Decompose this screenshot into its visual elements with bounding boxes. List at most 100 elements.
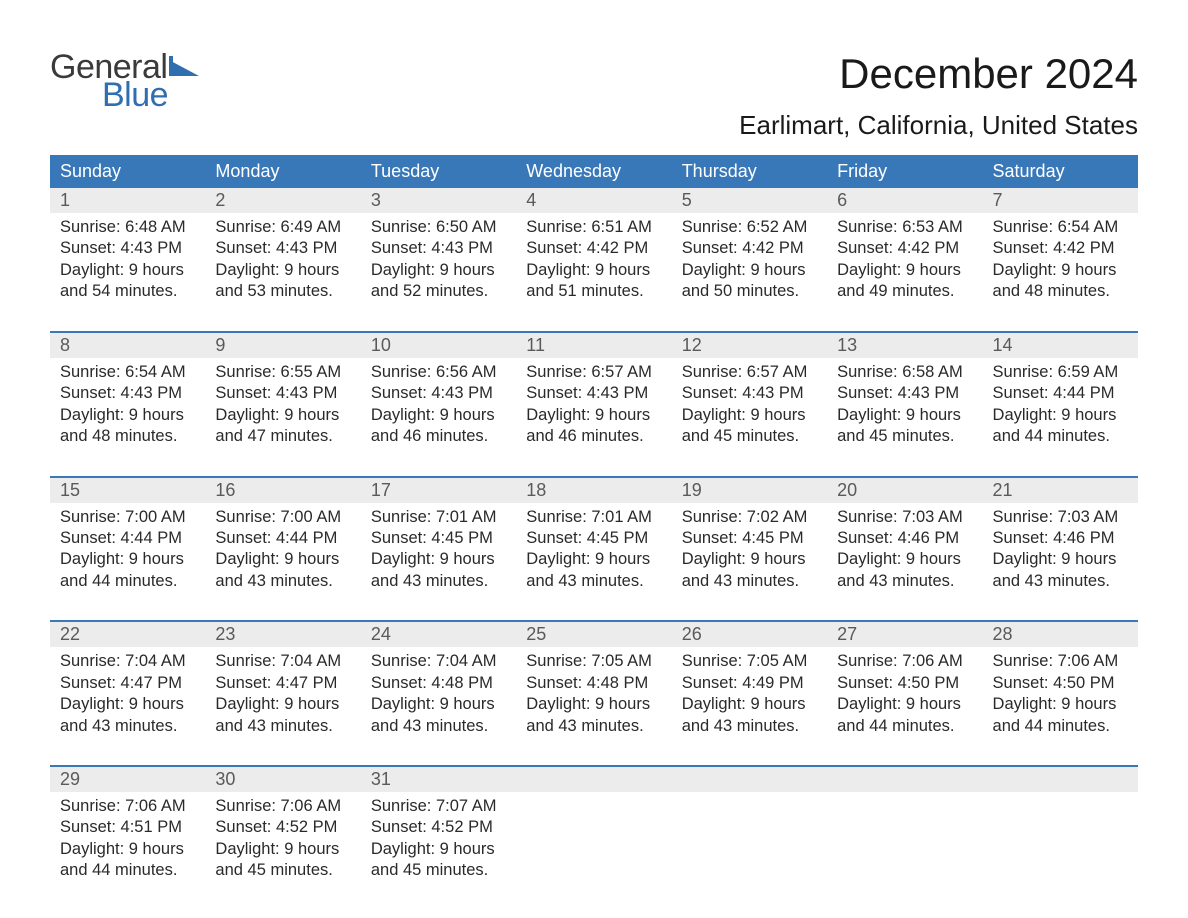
day-details bbox=[516, 792, 671, 882]
sunset-text: Sunset: 4:43 PM bbox=[371, 238, 506, 259]
day-details: Sunrise: 7:06 AMSunset: 4:51 PMDaylight:… bbox=[50, 792, 205, 882]
day-details: Sunrise: 7:06 AMSunset: 4:50 PMDaylight:… bbox=[983, 647, 1138, 737]
weekday-thursday: Thursday bbox=[672, 155, 827, 188]
sunset-text: Sunset: 4:42 PM bbox=[682, 238, 817, 259]
sunrise-text: Sunrise: 7:06 AM bbox=[837, 651, 972, 672]
daylight-text-1: Daylight: 9 hours bbox=[371, 839, 506, 860]
daylight-text-1: Daylight: 9 hours bbox=[993, 549, 1128, 570]
day-details: Sunrise: 6:54 AMSunset: 4:42 PMDaylight:… bbox=[983, 213, 1138, 303]
daylight-text-2: and 52 minutes. bbox=[371, 281, 506, 302]
daylight-text-2: and 45 minutes. bbox=[371, 860, 506, 881]
day-details-row: Sunrise: 7:00 AMSunset: 4:44 PMDaylight:… bbox=[50, 503, 1138, 621]
daylight-text-1: Daylight: 9 hours bbox=[993, 694, 1128, 715]
day-number: 17 bbox=[361, 478, 516, 503]
day-details: Sunrise: 6:53 AMSunset: 4:42 PMDaylight:… bbox=[827, 213, 982, 303]
sunrise-text: Sunrise: 6:54 AM bbox=[993, 217, 1128, 238]
daylight-text-2: and 46 minutes. bbox=[526, 426, 661, 447]
day-number: 29 bbox=[50, 767, 205, 792]
sunrise-text: Sunrise: 7:03 AM bbox=[993, 507, 1128, 528]
daylight-text-1: Daylight: 9 hours bbox=[526, 694, 661, 715]
day-details-row: Sunrise: 7:06 AMSunset: 4:51 PMDaylight:… bbox=[50, 792, 1138, 910]
daylight-text-2: and 43 minutes. bbox=[60, 716, 195, 737]
day-number-row: 891011121314 bbox=[50, 333, 1138, 358]
sunset-text: Sunset: 4:50 PM bbox=[993, 673, 1128, 694]
day-details: Sunrise: 7:06 AMSunset: 4:52 PMDaylight:… bbox=[205, 792, 360, 882]
sunset-text: Sunset: 4:42 PM bbox=[993, 238, 1128, 259]
daylight-text-1: Daylight: 9 hours bbox=[837, 549, 972, 570]
sunrise-text: Sunrise: 6:50 AM bbox=[371, 217, 506, 238]
day-details: Sunrise: 6:58 AMSunset: 4:43 PMDaylight:… bbox=[827, 358, 982, 448]
daylight-text-1: Daylight: 9 hours bbox=[60, 405, 195, 426]
daylight-text-2: and 44 minutes. bbox=[993, 716, 1128, 737]
daylight-text-2: and 43 minutes. bbox=[682, 571, 817, 592]
day-details-row: Sunrise: 7:04 AMSunset: 4:47 PMDaylight:… bbox=[50, 647, 1138, 765]
day-number: 18 bbox=[516, 478, 671, 503]
daylight-text-2: and 43 minutes. bbox=[371, 571, 506, 592]
day-details: Sunrise: 7:03 AMSunset: 4:46 PMDaylight:… bbox=[827, 503, 982, 593]
sunrise-text: Sunrise: 7:01 AM bbox=[371, 507, 506, 528]
sunrise-text: Sunrise: 7:02 AM bbox=[682, 507, 817, 528]
sunrise-text: Sunrise: 6:57 AM bbox=[682, 362, 817, 383]
day-details: Sunrise: 7:05 AMSunset: 4:48 PMDaylight:… bbox=[516, 647, 671, 737]
day-number: 25 bbox=[516, 622, 671, 647]
daylight-text-2: and 47 minutes. bbox=[215, 426, 350, 447]
daylight-text-1: Daylight: 9 hours bbox=[215, 839, 350, 860]
day-details-row: Sunrise: 6:54 AMSunset: 4:43 PMDaylight:… bbox=[50, 358, 1138, 476]
week-row: 15161718192021Sunrise: 7:00 AMSunset: 4:… bbox=[50, 476, 1138, 621]
daylight-text-2: and 43 minutes. bbox=[993, 571, 1128, 592]
sunrise-text: Sunrise: 6:51 AM bbox=[526, 217, 661, 238]
sunset-text: Sunset: 4:50 PM bbox=[837, 673, 972, 694]
daylight-text-2: and 53 minutes. bbox=[215, 281, 350, 302]
daylight-text-1: Daylight: 9 hours bbox=[60, 260, 195, 281]
sunrise-text: Sunrise: 6:49 AM bbox=[215, 217, 350, 238]
sunset-text: Sunset: 4:51 PM bbox=[60, 817, 195, 838]
sunset-text: Sunset: 4:48 PM bbox=[526, 673, 661, 694]
day-number: 24 bbox=[361, 622, 516, 647]
day-details bbox=[983, 792, 1138, 882]
day-details: Sunrise: 7:06 AMSunset: 4:50 PMDaylight:… bbox=[827, 647, 982, 737]
daylight-text-2: and 43 minutes. bbox=[371, 716, 506, 737]
daylight-text-2: and 45 minutes. bbox=[682, 426, 817, 447]
sunrise-text: Sunrise: 7:04 AM bbox=[215, 651, 350, 672]
day-details: Sunrise: 7:03 AMSunset: 4:46 PMDaylight:… bbox=[983, 503, 1138, 593]
day-details: Sunrise: 6:54 AMSunset: 4:43 PMDaylight:… bbox=[50, 358, 205, 448]
logo-shape-icon bbox=[169, 56, 199, 80]
sunset-text: Sunset: 4:45 PM bbox=[371, 528, 506, 549]
week-row: 891011121314Sunrise: 6:54 AMSunset: 4:43… bbox=[50, 331, 1138, 476]
weekday-header-row: Sunday Monday Tuesday Wednesday Thursday… bbox=[50, 155, 1138, 188]
daylight-text-2: and 43 minutes. bbox=[215, 571, 350, 592]
day-details bbox=[672, 792, 827, 882]
day-details: Sunrise: 7:04 AMSunset: 4:47 PMDaylight:… bbox=[50, 647, 205, 737]
sunset-text: Sunset: 4:44 PM bbox=[993, 383, 1128, 404]
day-number-row: 293031 bbox=[50, 767, 1138, 792]
sunrise-text: Sunrise: 7:00 AM bbox=[215, 507, 350, 528]
daylight-text-2: and 46 minutes. bbox=[371, 426, 506, 447]
daylight-text-1: Daylight: 9 hours bbox=[371, 405, 506, 426]
daylight-text-1: Daylight: 9 hours bbox=[215, 260, 350, 281]
daylight-text-1: Daylight: 9 hours bbox=[993, 260, 1128, 281]
daylight-text-1: Daylight: 9 hours bbox=[526, 260, 661, 281]
day-number: 4 bbox=[516, 188, 671, 213]
sunset-text: Sunset: 4:42 PM bbox=[526, 238, 661, 259]
day-details: Sunrise: 6:55 AMSunset: 4:43 PMDaylight:… bbox=[205, 358, 360, 448]
sunrise-text: Sunrise: 6:55 AM bbox=[215, 362, 350, 383]
header-area: General Blue December 2024 Earlimart, Ca… bbox=[50, 50, 1138, 141]
day-number-row: 15161718192021 bbox=[50, 478, 1138, 503]
day-number: 21 bbox=[983, 478, 1138, 503]
daylight-text-1: Daylight: 9 hours bbox=[682, 260, 817, 281]
weekday-tuesday: Tuesday bbox=[361, 155, 516, 188]
day-number: 13 bbox=[827, 333, 982, 358]
sunrise-text: Sunrise: 6:59 AM bbox=[993, 362, 1128, 383]
day-number: 1 bbox=[50, 188, 205, 213]
sunset-text: Sunset: 4:43 PM bbox=[682, 383, 817, 404]
sunrise-text: Sunrise: 6:52 AM bbox=[682, 217, 817, 238]
daylight-text-2: and 43 minutes. bbox=[526, 716, 661, 737]
daylight-text-2: and 44 minutes. bbox=[60, 571, 195, 592]
daylight-text-2: and 48 minutes. bbox=[60, 426, 195, 447]
sunset-text: Sunset: 4:49 PM bbox=[682, 673, 817, 694]
day-number: 9 bbox=[205, 333, 360, 358]
day-details: Sunrise: 7:07 AMSunset: 4:52 PMDaylight:… bbox=[361, 792, 516, 882]
day-number: 5 bbox=[672, 188, 827, 213]
logo-text-blue: Blue bbox=[102, 78, 199, 112]
daylight-text-1: Daylight: 9 hours bbox=[837, 260, 972, 281]
